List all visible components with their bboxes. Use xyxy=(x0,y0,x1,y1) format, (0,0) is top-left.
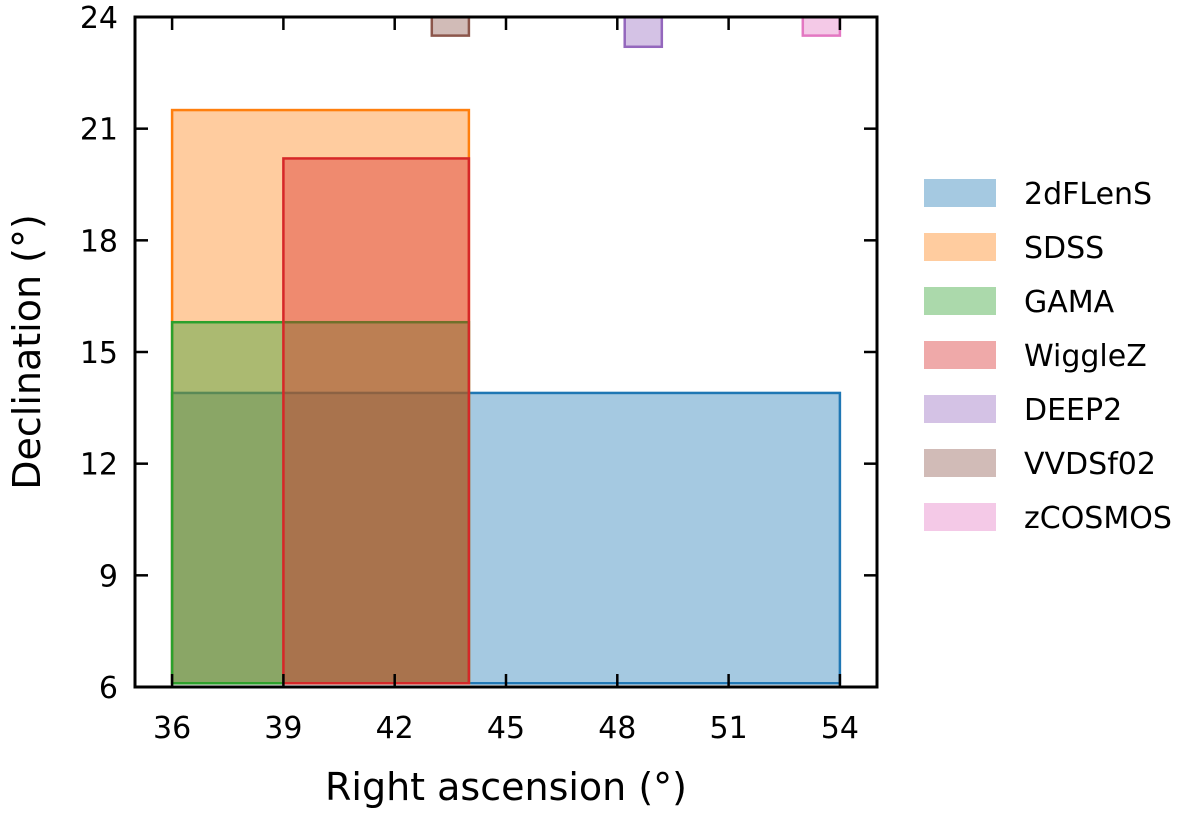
legend-label: DEEP2 xyxy=(1024,393,1122,428)
legend-entry-wigglez: WiggleZ xyxy=(924,339,1147,374)
region-gama xyxy=(170,320,471,685)
x-tick-label: 39 xyxy=(264,711,302,746)
legend-entry-zcosmos: zCOSMOS xyxy=(924,501,1172,536)
legend-swatch xyxy=(924,395,996,423)
region-deep2 xyxy=(623,15,664,49)
region-wigglez xyxy=(282,157,471,685)
y-tick-label: 24 xyxy=(80,1,118,36)
x-tick-label: 36 xyxy=(153,711,191,746)
x-tick-label: 51 xyxy=(710,711,748,746)
y-tick-label: 18 xyxy=(80,224,118,259)
legend-swatch xyxy=(924,341,996,369)
legend: 2dFLenS SDSS GAMA WiggleZ DEEP2 VVDSf02 zCOSMO… xyxy=(924,177,1172,536)
legend-entry-gama: GAMA xyxy=(924,285,1115,320)
legend-label: GAMA xyxy=(1024,285,1115,320)
y-axis-label: Declination (°) xyxy=(5,214,49,490)
legend-label: VVDSf02 xyxy=(1024,447,1156,482)
region-vvdsf02 xyxy=(430,15,471,37)
survey-regions xyxy=(170,15,842,685)
legend-swatch xyxy=(924,503,996,531)
legend-label: zCOSMOS xyxy=(1024,501,1172,536)
y-tick-label: 9 xyxy=(99,559,118,594)
axis-ticks: 36 39 42 45 48 51 54 6 9 12 15 18 21 24 xyxy=(80,1,877,746)
x-tick-label: 54 xyxy=(821,711,859,746)
x-tick-label: 48 xyxy=(598,711,636,746)
legend-entry-2dflens: 2dFLenS xyxy=(924,177,1152,212)
legend-swatch xyxy=(924,233,996,261)
legend-label: 2dFLenS xyxy=(1024,177,1152,212)
x-tick-label: 45 xyxy=(487,711,525,746)
legend-entry-vvdsf02: VVDSf02 xyxy=(924,447,1156,482)
y-tick-label: 6 xyxy=(99,671,118,706)
legend-entry-sdss: SDSS xyxy=(924,231,1104,266)
region-zcosmos xyxy=(801,15,842,37)
region-sdss xyxy=(170,108,471,685)
y-tick-label: 12 xyxy=(80,448,118,483)
y-tick-label: 21 xyxy=(80,113,118,148)
legend-swatch xyxy=(924,449,996,477)
plot-frame xyxy=(133,15,879,689)
x-tick-label: 42 xyxy=(376,711,414,746)
x-axis-label: Right ascension (°) xyxy=(325,765,687,809)
y-tick-label: 15 xyxy=(80,336,118,371)
legend-entry-deep2: DEEP2 xyxy=(924,393,1122,428)
legend-swatch xyxy=(924,179,996,207)
legend-label: SDSS xyxy=(1024,231,1104,266)
legend-swatch xyxy=(924,287,996,315)
legend-label: WiggleZ xyxy=(1024,339,1147,374)
